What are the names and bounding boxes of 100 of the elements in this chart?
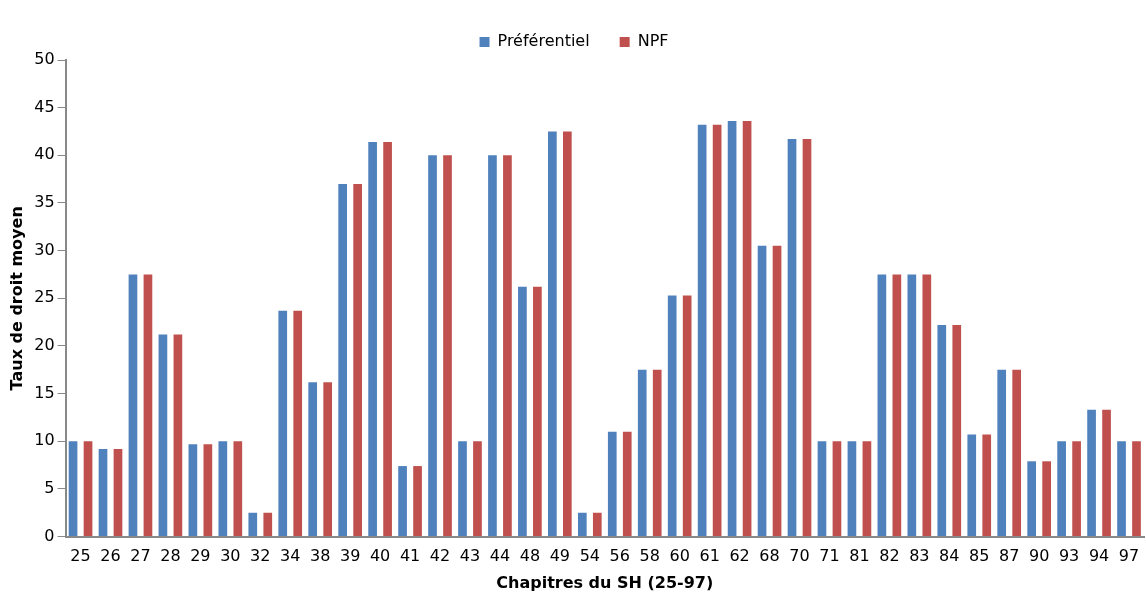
x-tick-label: 82 <box>879 546 900 566</box>
x-tick-label: 27 <box>130 546 151 566</box>
x-tick-label: 83 <box>909 546 930 566</box>
bar <box>727 121 737 537</box>
bar <box>1042 461 1051 537</box>
x-tick-label: 28 <box>160 546 181 566</box>
bar <box>1087 409 1096 537</box>
x-tick-label: 93 <box>1058 546 1080 566</box>
bar <box>233 441 243 537</box>
x-tick-label: 43 <box>459 546 481 566</box>
bar <box>323 382 333 537</box>
bar <box>922 274 932 537</box>
x-tick-label: 54 <box>579 546 600 566</box>
y-tick-label: 5 <box>44 478 55 498</box>
bar <box>518 286 527 537</box>
x-tick-label: 30 <box>220 546 241 566</box>
bar <box>1102 409 1111 537</box>
bar <box>83 441 93 537</box>
bar <box>68 441 78 537</box>
x-tick-label: 90 <box>1028 546 1050 566</box>
y-tick-label: 35 <box>34 192 55 212</box>
bar <box>1057 441 1066 537</box>
bar <box>158 334 168 537</box>
bar <box>682 295 692 537</box>
x-axis-title: Chapitres du SH (25-97) <box>496 572 714 592</box>
bar <box>338 183 347 537</box>
bar <box>503 155 512 537</box>
bar <box>952 324 962 537</box>
bar <box>428 155 437 537</box>
y-tick-label: 0 <box>44 525 55 545</box>
y-tick-label: 25 <box>34 287 55 307</box>
bar <box>383 141 392 537</box>
y-tick-label: 30 <box>34 239 55 259</box>
y-tick-label: 45 <box>34 96 55 116</box>
bar <box>248 512 258 537</box>
x-tick-label: 61 <box>699 546 720 566</box>
bar <box>293 310 303 537</box>
bar <box>443 155 452 537</box>
y-tick-label: 50 <box>34 49 55 69</box>
bar <box>1072 441 1081 537</box>
bar <box>473 441 482 537</box>
bar <box>413 466 422 537</box>
x-tick-label: 29 <box>190 546 211 566</box>
x-tick-label: 68 <box>759 546 780 566</box>
bar <box>263 512 273 537</box>
legend-label: NPF <box>637 31 669 51</box>
y-tick-label: 10 <box>34 430 55 450</box>
bar <box>533 286 542 537</box>
x-tick-label: 32 <box>250 546 271 566</box>
bar <box>667 295 677 537</box>
x-tick-label: 56 <box>609 546 630 566</box>
x-tick-label: 87 <box>999 546 1020 566</box>
x-tick-label: 41 <box>399 546 421 566</box>
bar <box>98 448 108 537</box>
bar <box>577 512 587 537</box>
bar <box>757 245 767 537</box>
bar <box>458 441 467 537</box>
bar <box>488 155 497 537</box>
bar <box>398 466 407 537</box>
bar <box>847 441 857 537</box>
x-tick-label: 70 <box>789 546 810 566</box>
bar <box>802 139 812 537</box>
bar <box>862 441 872 537</box>
y-axis-title: Taux de droit moyen <box>6 206 26 391</box>
bar <box>203 444 213 537</box>
bar <box>592 512 602 537</box>
bar <box>637 369 647 537</box>
x-tick-label: 42 <box>429 546 451 566</box>
bar <box>907 274 917 537</box>
x-tick-label: 60 <box>669 546 690 566</box>
bar <box>892 274 902 537</box>
bar <box>997 369 1007 537</box>
x-tick-label: 58 <box>639 546 660 566</box>
bar <box>772 245 782 537</box>
x-tick-label: 71 <box>819 546 840 566</box>
bar <box>817 441 827 537</box>
bar <box>607 431 617 537</box>
x-tick-label: 34 <box>280 546 301 566</box>
bar <box>832 441 842 537</box>
x-tick-label: 84 <box>939 546 960 566</box>
x-tick-label: 97 <box>1118 546 1140 566</box>
legend-label: Préférentiel <box>497 31 590 51</box>
bar <box>712 124 722 537</box>
y-tick-label: 15 <box>34 382 55 402</box>
bar <box>967 434 977 537</box>
bar <box>278 310 288 537</box>
x-tick-label: 85 <box>969 546 990 566</box>
x-tick-label: 62 <box>729 546 750 566</box>
bar <box>368 141 377 537</box>
bar <box>1012 369 1022 537</box>
bar <box>353 183 362 537</box>
x-tick-label: 39 <box>339 546 361 566</box>
bar <box>622 431 632 537</box>
x-tick-label: 48 <box>519 546 541 566</box>
x-tick-label: 94 <box>1088 546 1110 566</box>
bar <box>877 274 887 537</box>
bar <box>937 324 947 537</box>
bar <box>143 274 153 537</box>
bar <box>652 369 662 537</box>
bar <box>308 382 318 537</box>
